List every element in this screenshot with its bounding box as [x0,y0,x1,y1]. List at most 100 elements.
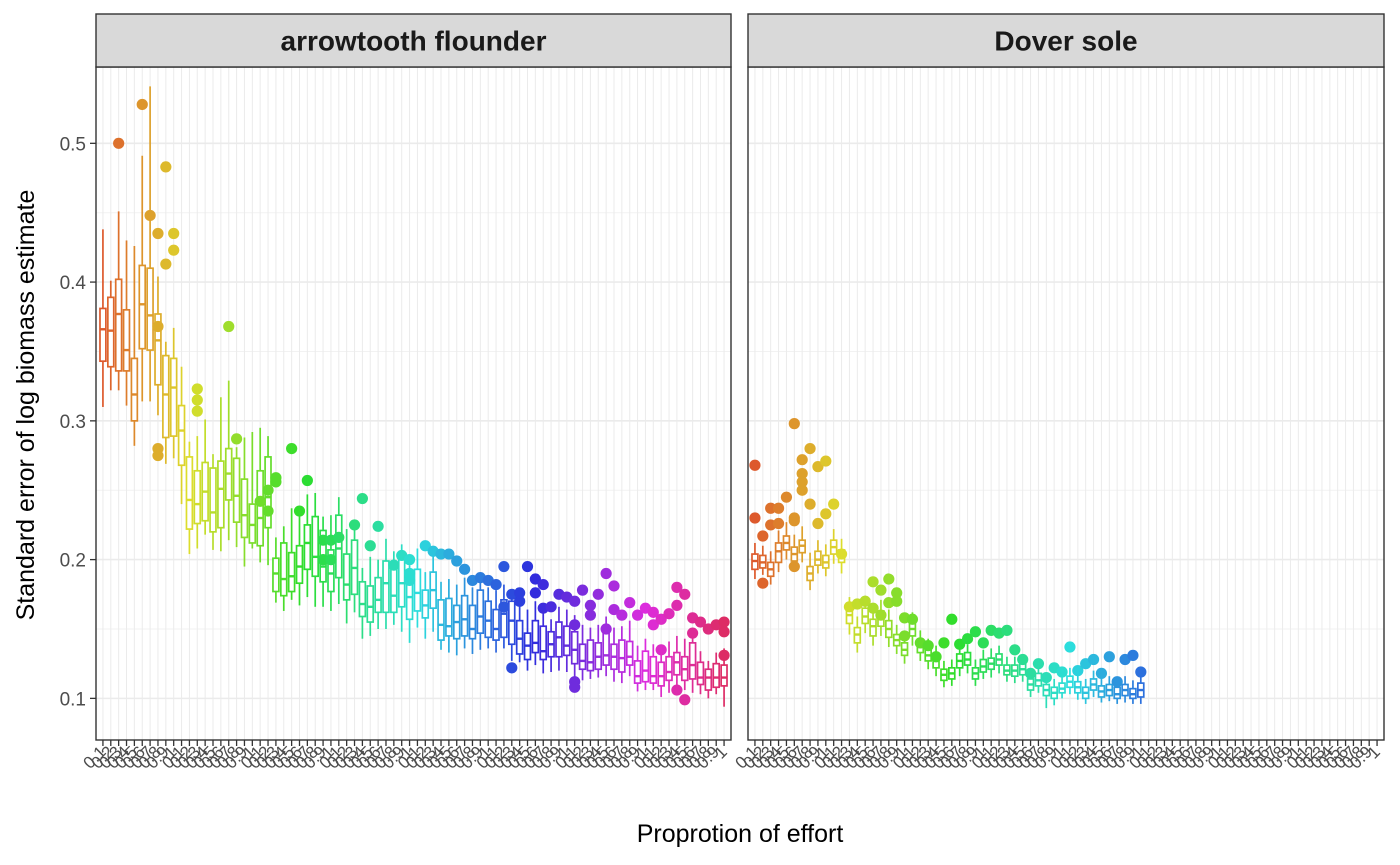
box-body [311,515,320,578]
box-4 [774,530,783,573]
outlier-point [569,595,581,607]
outlier-point [514,595,526,607]
box-body [774,542,783,564]
box-body [177,404,186,467]
strip-background [747,13,1385,68]
box-body [633,660,642,684]
box-19 [240,437,249,567]
box-body [122,308,131,372]
box-33 [350,524,359,613]
box-body [248,503,257,544]
box-77 [696,651,705,695]
outlier-point [804,498,816,510]
outlier-point [168,227,180,240]
outlier-point [875,584,887,596]
outlier-point [1024,667,1037,679]
outlier-point [624,597,636,609]
box-body [570,630,579,665]
panels: arrowtooth flounder 0.10.20.30.40.50.60.7… [80,13,1385,773]
outlier-point [765,502,777,514]
box-body [492,608,500,641]
box-2 [106,280,115,391]
box-68 [625,620,634,677]
outlier-point [372,520,384,532]
box-67 [618,626,626,684]
outlier-point [262,505,274,517]
outlier-point [961,633,974,645]
box-18 [232,447,241,548]
outlier-point [828,498,840,510]
box-body [382,560,390,614]
box-body [106,296,115,368]
box-body [641,650,650,683]
box-73 [665,641,673,693]
box-body [287,551,296,593]
box-body [169,357,178,437]
box-30 [979,649,988,679]
outlier-point [569,619,581,631]
outlier-point [506,662,518,674]
box-body [342,553,351,601]
strip-label: Dover sole [994,26,1137,57]
outlier-point [600,567,612,580]
box-body [507,600,516,646]
box-79 [712,652,721,695]
box-body [696,661,705,686]
box-46 [1105,676,1114,702]
box-48 [468,587,477,654]
box-3 [114,211,123,391]
outlier-point [388,559,400,571]
outlier-point [160,258,172,270]
box-5 [782,522,791,560]
outlier-point [576,584,589,596]
box-31 [987,648,995,678]
box-body [688,642,697,680]
box-26 [295,513,304,606]
box-80 [720,648,728,707]
box-body [476,589,485,635]
outlier-point [1001,624,1013,636]
outlier-point [608,580,620,592]
outlier-point [529,587,541,599]
outlier-point [663,608,675,620]
box-body [99,307,107,363]
box-48 [1121,676,1129,703]
box-14 [853,616,862,653]
strip-label: arrowtooth flounder [281,26,547,57]
x-axis-title: Proprotion of effort [637,820,844,848]
outlier-point [600,623,612,635]
x-axis: 0.10.20.30.40.50.60.70.80.910.10.20.30.4… [732,740,1384,773]
box-25 [287,508,296,600]
outlier-point [977,637,989,649]
box-56 [531,601,540,666]
box-body [209,467,217,533]
box-body [390,568,398,614]
box-33 [1003,656,1011,682]
box-body [1113,686,1121,700]
box-body [366,585,375,623]
box-body [327,549,335,593]
outlier-point [757,577,769,589]
box-body [256,469,264,547]
box-28 [311,493,320,607]
outlier-point [1064,641,1076,653]
box-2 [759,545,767,575]
box-1 [99,229,107,407]
outlier-point [584,599,597,612]
box-50 [484,587,492,649]
outlier-point [647,606,659,618]
outlier-point [671,599,683,612]
outlier-point [875,609,887,621]
box-body [154,313,162,386]
box-23 [272,537,280,603]
box-body [665,655,673,682]
outlier-point [655,613,667,625]
outlier-point [812,461,824,473]
outlier-point [1103,651,1115,663]
box-body [814,550,822,567]
outlier-point [812,517,824,530]
outlier-point [529,573,541,585]
panel-background [96,67,731,740]
outlier-point [820,455,832,467]
box-58 [547,619,555,673]
